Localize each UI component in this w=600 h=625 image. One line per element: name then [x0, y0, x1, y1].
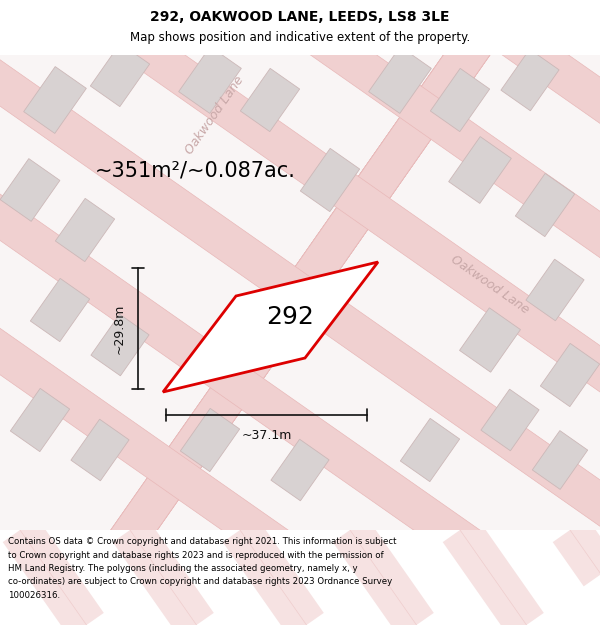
Text: 292: 292 [266, 305, 314, 329]
Polygon shape [110, 0, 600, 296]
Text: Contains OS data © Crown copyright and database right 2021. This information is : Contains OS data © Crown copyright and d… [8, 537, 397, 546]
Polygon shape [541, 343, 599, 407]
Polygon shape [0, 159, 60, 221]
Polygon shape [181, 408, 239, 472]
Polygon shape [430, 68, 490, 132]
Polygon shape [26, 0, 574, 625]
Polygon shape [152, 0, 600, 492]
Text: co-ordinates) are subject to Crown copyright and database rights 2023 Ordnance S: co-ordinates) are subject to Crown copyr… [8, 578, 392, 586]
Text: ~29.8m: ~29.8m [113, 303, 126, 354]
Polygon shape [241, 68, 299, 132]
Text: Oakwood Lane: Oakwood Lane [183, 73, 247, 157]
Text: HM Land Registry. The polygons (including the associated geometry, namely x, y: HM Land Registry. The polygons (includin… [8, 564, 358, 573]
Polygon shape [89, 0, 600, 582]
Polygon shape [31, 278, 89, 342]
Polygon shape [10, 388, 70, 452]
Polygon shape [501, 49, 559, 111]
Polygon shape [0, 94, 448, 625]
Polygon shape [481, 389, 539, 451]
Polygon shape [0, 0, 600, 477]
Polygon shape [0, 199, 553, 625]
Polygon shape [0, 4, 511, 625]
Polygon shape [91, 314, 149, 376]
Polygon shape [71, 419, 129, 481]
Text: to Crown copyright and database rights 2023 and is reproduced with the permissio: to Crown copyright and database rights 2… [8, 551, 383, 559]
Text: Map shows position and indicative extent of the property.: Map shows position and indicative extent… [130, 31, 470, 44]
Text: ~37.1m: ~37.1m [241, 429, 292, 442]
Text: Oakwood Lane: Oakwood Lane [448, 253, 532, 317]
Polygon shape [526, 259, 584, 321]
Polygon shape [47, 0, 600, 386]
Polygon shape [400, 418, 460, 482]
Polygon shape [271, 439, 329, 501]
Polygon shape [91, 43, 149, 107]
Polygon shape [368, 47, 431, 113]
Polygon shape [0, 19, 600, 567]
Polygon shape [532, 431, 587, 489]
Text: 100026316.: 100026316. [8, 591, 60, 600]
Polygon shape [449, 137, 511, 203]
Polygon shape [515, 173, 575, 237]
Polygon shape [215, 0, 600, 402]
Polygon shape [23, 67, 86, 133]
Polygon shape [163, 262, 378, 392]
Text: ~351m²/~0.087ac.: ~351m²/~0.087ac. [95, 160, 295, 180]
Polygon shape [460, 308, 520, 372]
Polygon shape [179, 47, 241, 113]
Polygon shape [0, 109, 600, 625]
Text: 292, OAKWOOD LANE, LEEDS, LS8 3LE: 292, OAKWOOD LANE, LEEDS, LS8 3LE [150, 10, 450, 24]
Polygon shape [301, 148, 359, 212]
Polygon shape [55, 198, 115, 262]
